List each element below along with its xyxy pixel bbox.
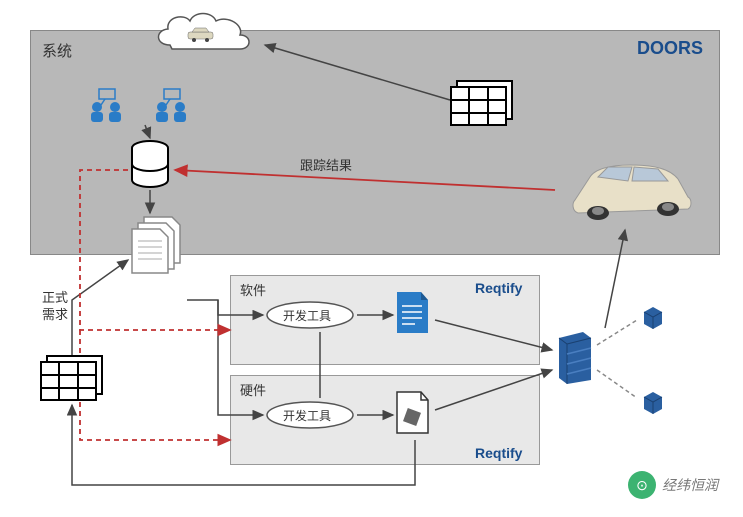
- server-icon: [555, 330, 595, 385]
- watermark-text: 经纬恒润: [662, 475, 718, 495]
- car-icon: [560, 155, 700, 230]
- watermark-icon: ⊙: [628, 471, 656, 499]
- people-left-icon: [85, 85, 140, 125]
- label-dev-tool-hw: 开发工具: [283, 407, 331, 424]
- grid-left-icon: [40, 355, 105, 403]
- label-formal-requirement: 正式 需求: [42, 290, 68, 324]
- cloud-icon: [150, 5, 260, 60]
- doc-blue-icon: [395, 290, 430, 335]
- cube2-icon: [640, 390, 665, 415]
- doc-white-icon: [395, 390, 430, 435]
- documents-icon: [130, 215, 185, 275]
- people-right-icon: [150, 85, 205, 125]
- edges-layer: [0, 0, 743, 517]
- watermark: ⊙ 经纬恒润: [628, 471, 718, 499]
- label-tracking-result: 跟踪结果: [300, 155, 352, 174]
- label-dev-tool-sw: 开发工具: [283, 307, 331, 324]
- database-icon: [130, 140, 170, 190]
- diagram-canvas: 系统 DOORS 软件 Reqtify 硬件 Reqtify: [0, 0, 743, 517]
- grid-top-icon: [450, 80, 515, 128]
- cube1-icon: [640, 305, 665, 330]
